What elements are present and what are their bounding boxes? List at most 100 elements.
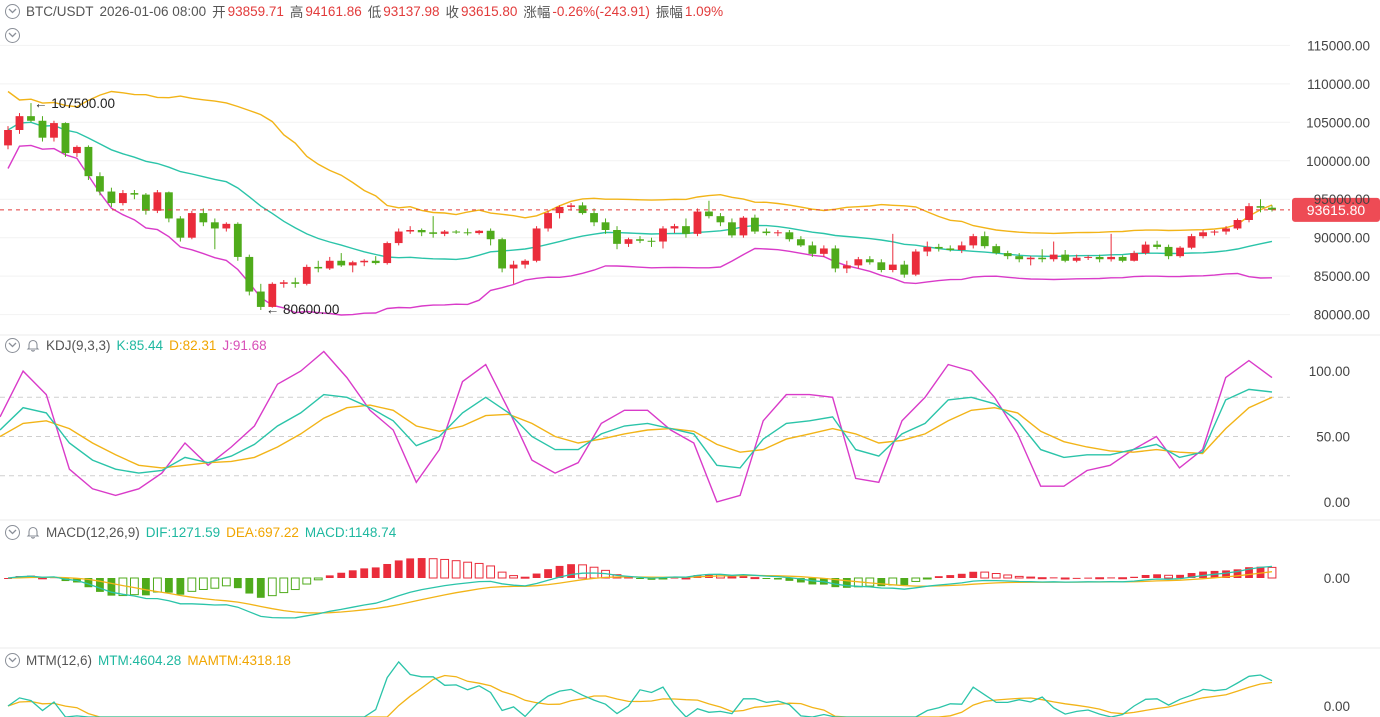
mamtm-value: MAMTM:4318.18 (187, 652, 291, 668)
candle-body (1210, 231, 1219, 233)
candle (578, 202, 587, 215)
price-tick-label: 90000.00 (1314, 231, 1370, 246)
macd-histogram-bar (636, 578, 644, 579)
candle-body (911, 251, 920, 275)
macd-histogram-bar (1049, 577, 1058, 579)
candle-body (164, 192, 173, 219)
candle-body (486, 230, 495, 240)
amp-label: 振幅 (655, 5, 683, 20)
candle (1187, 233, 1196, 250)
current-price-label: 93615.80 (1307, 202, 1366, 218)
candle (187, 210, 196, 240)
candle (1049, 241, 1058, 262)
candle (394, 228, 403, 246)
macd-histogram-bar (1107, 577, 1116, 579)
candle-body (946, 248, 955, 250)
candle-body (1153, 244, 1161, 247)
candle (245, 254, 254, 296)
candle (1233, 218, 1242, 230)
candle-body (1164, 246, 1173, 257)
candle (337, 253, 346, 267)
candle-body (751, 217, 759, 232)
candle (544, 210, 552, 232)
candle-body (842, 265, 851, 269)
macd-histogram-bar (406, 558, 415, 578)
macd-histogram-bar (670, 577, 679, 579)
macd-histogram-bar (1267, 566, 1277, 579)
candle (199, 208, 208, 227)
candle (728, 218, 736, 238)
candle (555, 205, 564, 219)
macd-histogram-bar (279, 577, 289, 594)
macd-histogram-bar (544, 569, 552, 578)
candle-body (1107, 256, 1116, 260)
macd-histogram-bar (1026, 576, 1036, 579)
candle (957, 241, 966, 254)
collapse-circle-icon[interactable] (5, 337, 20, 353)
macd-histogram-bar (567, 564, 575, 578)
collapse-circle-icon[interactable] (5, 652, 20, 668)
macd-histogram-bar (1014, 575, 1024, 579)
collapse-circle-icon[interactable] (5, 3, 20, 19)
kdj-tick-label: 0.00 (1324, 495, 1350, 510)
candle-body (406, 230, 415, 232)
candle (429, 216, 438, 238)
candle (900, 260, 909, 278)
macd-histogram-bar (762, 578, 771, 579)
price-tick-label: 85000.00 (1314, 269, 1370, 284)
macd-histogram-bar (1245, 567, 1253, 578)
macd-histogram-bar (934, 576, 943, 578)
candle (498, 237, 507, 273)
candle-body (693, 211, 702, 234)
candle-body (705, 211, 713, 217)
price-tick-label: 105000.00 (1306, 115, 1370, 130)
macd-histogram-bar (750, 577, 760, 580)
candle-body (1233, 220, 1242, 229)
macd-header: MACD(12,26,9) DIF:1271.59 DEA:697.22 MAC… (0, 521, 402, 543)
candle-body (636, 239, 644, 241)
candle-body (888, 264, 897, 270)
candle-body (1015, 256, 1024, 260)
macd-histogram-bar (773, 578, 782, 580)
candle (1015, 253, 1024, 263)
macd-name: MACD(12,26,9) (46, 524, 140, 540)
candle (130, 190, 139, 200)
kdj-header: KDJ(9,3,3) K:85.44 D:82.31 J:91.68 (0, 334, 273, 356)
candle (1118, 255, 1127, 263)
close-value: 93615.80 (461, 3, 518, 19)
candle (911, 249, 920, 277)
macd-histogram-bar (129, 577, 139, 596)
mtm-header: MTM(12,6) MTM:4604.28 MAMTM:4318.18 (0, 649, 297, 671)
bell-icon[interactable] (26, 525, 40, 539)
macd-histogram-bar (796, 578, 805, 583)
macd-histogram-bar (1187, 573, 1196, 578)
macd-histogram-bar (647, 578, 656, 580)
candle (682, 218, 690, 238)
candle (406, 226, 415, 234)
bell-icon[interactable] (26, 338, 40, 352)
candle (371, 256, 380, 265)
candle (1176, 246, 1184, 258)
macd-histogram-bar (360, 568, 369, 578)
collapse-circle-icon[interactable] (5, 27, 20, 43)
candle (1210, 230, 1219, 236)
macd-histogram-bar (221, 577, 231, 587)
candle (1095, 254, 1104, 263)
candle (61, 122, 70, 157)
candle (27, 103, 35, 123)
macd-histogram-bar (888, 577, 898, 586)
candle-body (624, 239, 633, 244)
candle-body (1141, 244, 1150, 254)
macd-histogram-bar (1222, 570, 1230, 578)
change-value: -0.26%(-243.91) (552, 3, 650, 19)
candle (705, 200, 713, 219)
collapse-circle-icon[interactable] (5, 524, 20, 540)
candle (670, 223, 679, 234)
candle (1072, 254, 1081, 263)
macd-histogram-bar (1130, 576, 1139, 578)
candle-body (15, 116, 24, 130)
macd-histogram-bar (176, 578, 185, 595)
candle (716, 213, 725, 227)
macd-histogram-bar (877, 578, 886, 587)
